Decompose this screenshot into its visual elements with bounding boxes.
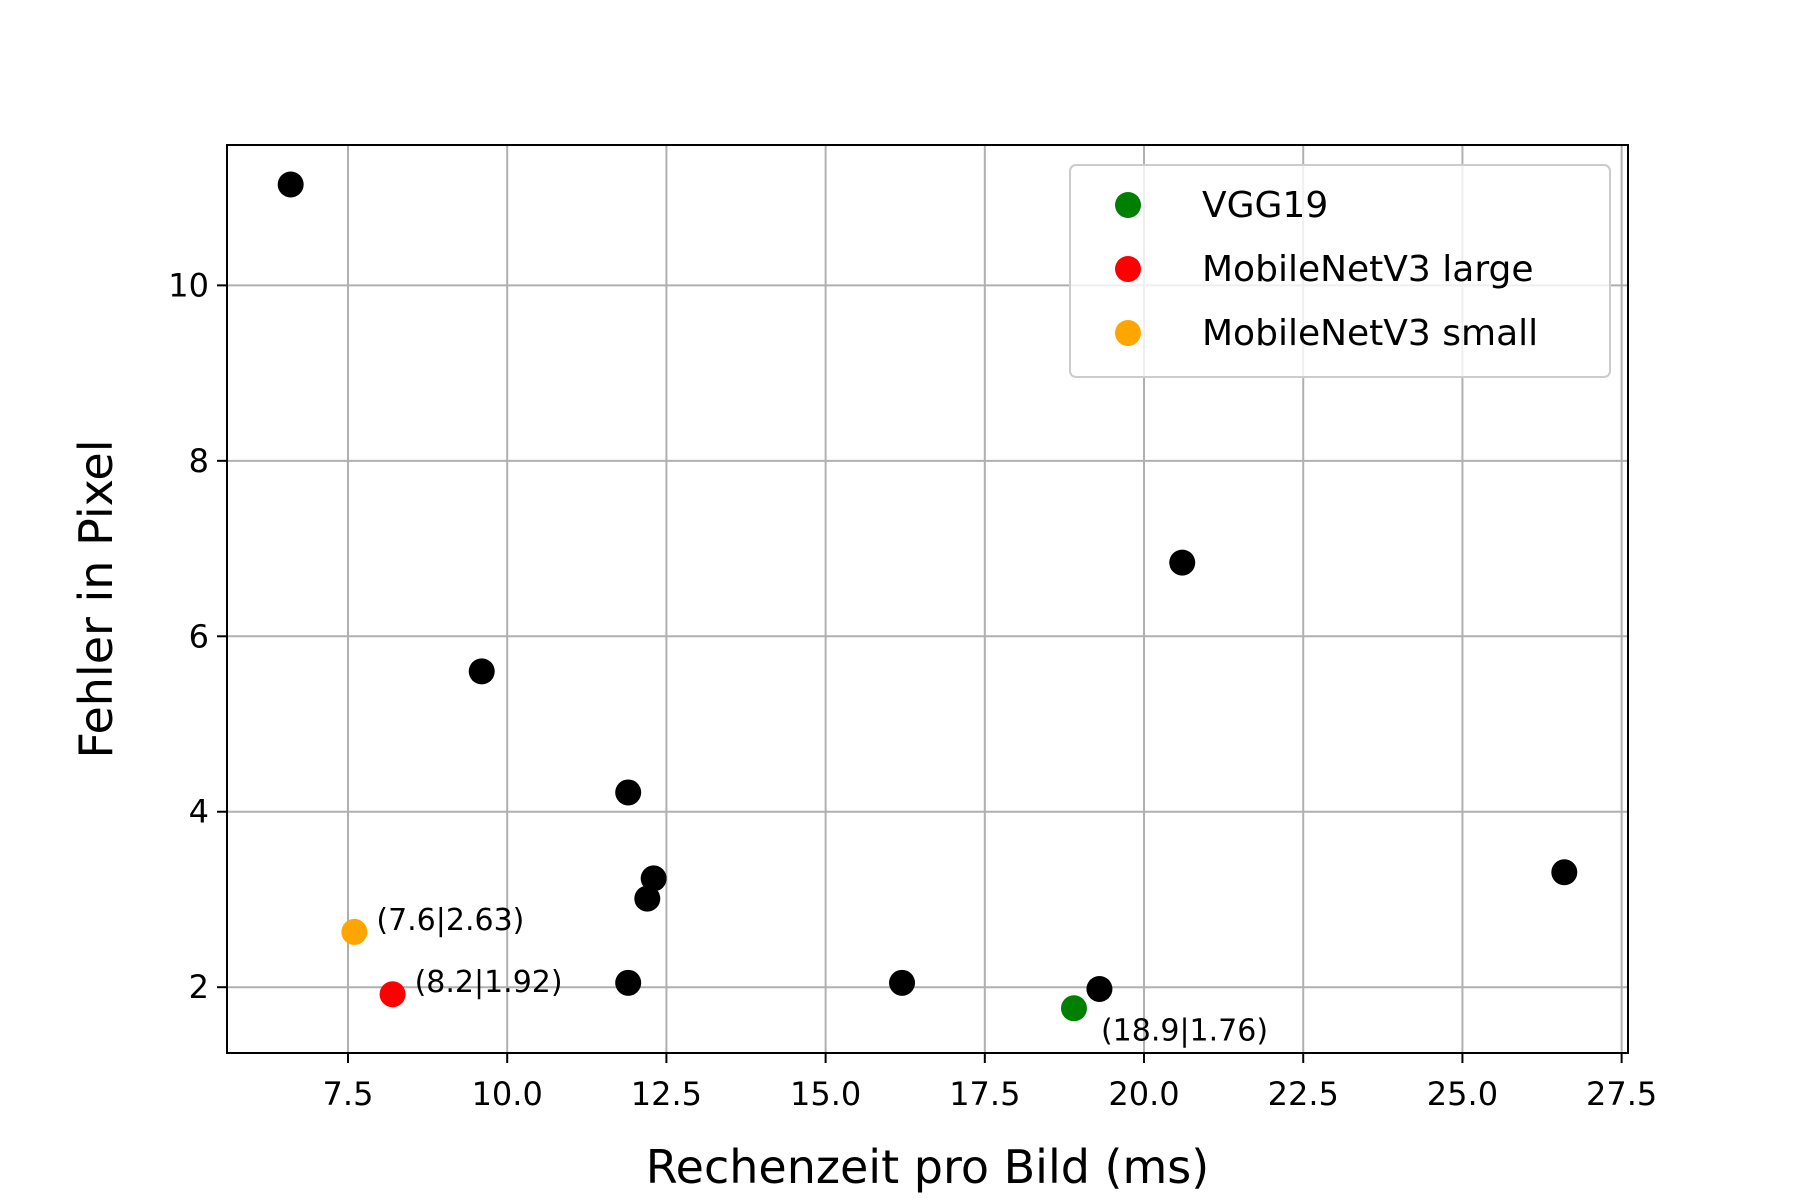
x-tick-label: 27.5 xyxy=(1586,1075,1657,1113)
point-annotations: (18.9|1.76) (8.2|1.92) (7.6|2.63) xyxy=(376,903,1268,1048)
y-tick-label: 2 xyxy=(189,968,209,1006)
point-annotation: (18.9|1.76) xyxy=(1101,1013,1268,1048)
x-axis-label: Rechenzeit pro Bild (ms) xyxy=(646,1140,1209,1194)
legend-label: VGG19 xyxy=(1202,185,1328,226)
data-point xyxy=(634,885,661,912)
y-axis-label: Fehler in Pixel xyxy=(69,440,123,759)
x-axis-ticks: 7.5 10.0 12.5 15.0 17.5 20.0 22.5 25.0 27.5 xyxy=(323,1053,1657,1113)
data-point xyxy=(1551,859,1578,886)
y-tick-label: 10 xyxy=(168,266,209,304)
legend-label: MobileNetV3 large xyxy=(1202,249,1534,290)
legend: VGG19 MobileNetV3 large MobileNetV3 small xyxy=(1069,164,1611,378)
data-point xyxy=(468,658,495,685)
data-point xyxy=(1086,975,1113,1002)
x-tick-label: 25.0 xyxy=(1427,1075,1498,1113)
data-point xyxy=(1169,549,1196,576)
x-tick-label: 7.5 xyxy=(323,1075,374,1113)
point-annotation: (7.6|2.63) xyxy=(376,903,524,938)
legend-marker xyxy=(1115,192,1141,218)
data-point xyxy=(277,171,304,198)
point-annotation: (8.2|1.92) xyxy=(415,965,563,1000)
x-tick-label: 10.0 xyxy=(472,1075,543,1113)
x-tick-label: 17.5 xyxy=(949,1075,1020,1113)
x-tick-label: 20.0 xyxy=(1108,1075,1179,1113)
y-axis-ticks: 2 4 6 8 10 xyxy=(168,266,227,1006)
data-point xyxy=(889,969,916,996)
data-point-mobilenetv3-large xyxy=(379,981,406,1008)
x-tick-label: 15.0 xyxy=(790,1075,861,1113)
legend-marker xyxy=(1115,256,1141,282)
data-point-mobilenetv3-small xyxy=(341,918,368,945)
data-point xyxy=(615,969,642,996)
legend-marker xyxy=(1115,320,1141,346)
y-tick-label: 4 xyxy=(189,793,209,831)
data-point-vgg19 xyxy=(1060,995,1087,1022)
y-tick-label: 8 xyxy=(189,442,209,480)
legend-label: MobileNetV3 small xyxy=(1202,313,1538,354)
legend-box xyxy=(1069,164,1611,378)
x-tick-label: 22.5 xyxy=(1268,1075,1339,1113)
plot-frame xyxy=(226,144,1629,1054)
data-point xyxy=(615,779,642,806)
y-tick-label: 6 xyxy=(189,617,209,655)
data-point xyxy=(640,865,667,892)
data-points xyxy=(277,171,1578,1022)
x-tick-label: 12.5 xyxy=(631,1075,702,1113)
